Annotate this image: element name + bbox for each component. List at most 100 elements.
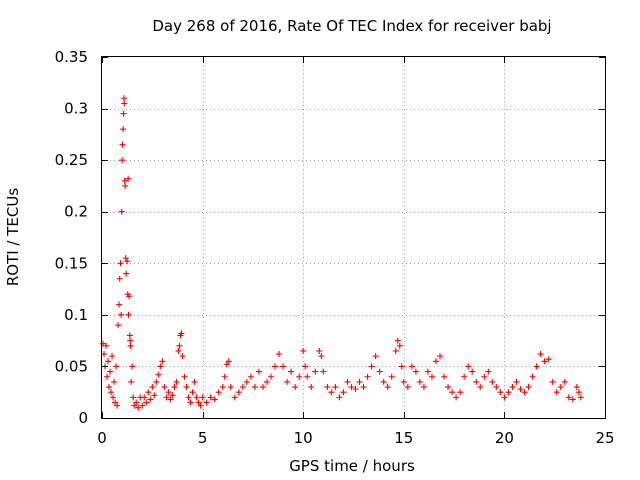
chart-title: Day 268 of 2016, Rate Of TEC Index for r… [152, 17, 551, 35]
data-point [122, 255, 129, 262]
data-point [445, 384, 452, 391]
data-point [211, 396, 218, 403]
data-point [469, 368, 476, 375]
data-points [100, 95, 584, 411]
data-point [165, 389, 172, 396]
data-point [125, 311, 132, 318]
data-point [243, 378, 250, 385]
data-point [376, 368, 383, 375]
data-point [493, 384, 500, 391]
data-point [120, 126, 127, 133]
data-point [203, 399, 210, 406]
y-axis-label: ROTI / TECUs [4, 188, 22, 286]
data-point [107, 368, 114, 375]
data-point [131, 402, 138, 409]
data-point [130, 394, 137, 401]
data-point [207, 394, 214, 401]
y-tick-label: 0.3 [64, 100, 88, 118]
data-point [104, 373, 111, 380]
data-point [157, 363, 164, 370]
x-tick-label: 10 [294, 429, 313, 447]
data-point [412, 368, 419, 375]
data-point [525, 384, 532, 391]
data-point [328, 389, 335, 396]
data-point [223, 361, 230, 368]
data-point [432, 358, 439, 365]
data-point [128, 378, 135, 385]
data-point [251, 384, 258, 391]
data-point [116, 275, 123, 282]
data-point [268, 373, 275, 380]
data-point [356, 378, 363, 385]
data-point [183, 384, 190, 391]
data-point [577, 394, 584, 401]
data-point [106, 384, 113, 391]
data-point [404, 384, 411, 391]
data-point [533, 363, 540, 370]
data-point [557, 384, 564, 391]
x-tick-label: 15 [394, 429, 413, 447]
y-tick-labels: 0 0.05 0.1 0.15 0.2 0.25 0.3 0.35 [55, 48, 88, 427]
data-point [239, 384, 246, 391]
data-point [529, 373, 536, 380]
data-point [497, 389, 504, 396]
data-point [191, 378, 198, 385]
data-point [173, 378, 180, 385]
y-tick-label: 0.25 [55, 151, 88, 169]
data-point [163, 394, 170, 401]
data-point [114, 402, 121, 409]
data-point [103, 342, 110, 349]
data-point [449, 389, 456, 396]
data-point [284, 378, 291, 385]
data-point [178, 330, 185, 337]
data-point [179, 353, 186, 360]
data-point [189, 389, 196, 396]
data-point [118, 208, 125, 215]
data-point [111, 378, 118, 385]
data-point [318, 353, 325, 360]
data-point [537, 351, 544, 358]
data-point [124, 258, 131, 265]
data-point [155, 371, 162, 378]
data-point [101, 351, 108, 358]
data-point [126, 293, 133, 300]
data-point [416, 378, 423, 385]
y-tick-label: 0.05 [55, 357, 88, 375]
data-point [288, 368, 295, 375]
data-point [461, 373, 468, 380]
data-point [457, 389, 464, 396]
data-point [263, 378, 270, 385]
data-point [197, 402, 204, 409]
data-point [517, 386, 524, 393]
y-tick-label: 0.15 [55, 254, 88, 272]
data-point [302, 363, 309, 370]
data-point [437, 353, 444, 360]
data-point [348, 384, 355, 391]
data-point [485, 368, 492, 375]
data-point [120, 95, 127, 102]
data-point [296, 373, 303, 380]
data-point [276, 351, 283, 358]
data-point [364, 373, 371, 380]
data-point [481, 373, 488, 380]
data-point [316, 347, 323, 354]
y-tick-label: 0.1 [64, 306, 88, 324]
data-point [453, 394, 460, 401]
data-point [473, 378, 480, 385]
x-tick-label: 5 [198, 429, 208, 447]
data-point [151, 392, 158, 399]
data-point [292, 384, 299, 391]
data-point [181, 373, 188, 380]
x-tick-label: 0 [97, 429, 107, 447]
data-point [116, 301, 123, 308]
grid-lines [102, 57, 605, 418]
data-point [380, 378, 387, 385]
data-point [259, 384, 266, 391]
data-point [108, 389, 115, 396]
data-point [545, 356, 552, 363]
data-point [118, 311, 125, 318]
data-point [112, 399, 119, 406]
data-point [388, 373, 395, 380]
data-point [139, 402, 146, 409]
